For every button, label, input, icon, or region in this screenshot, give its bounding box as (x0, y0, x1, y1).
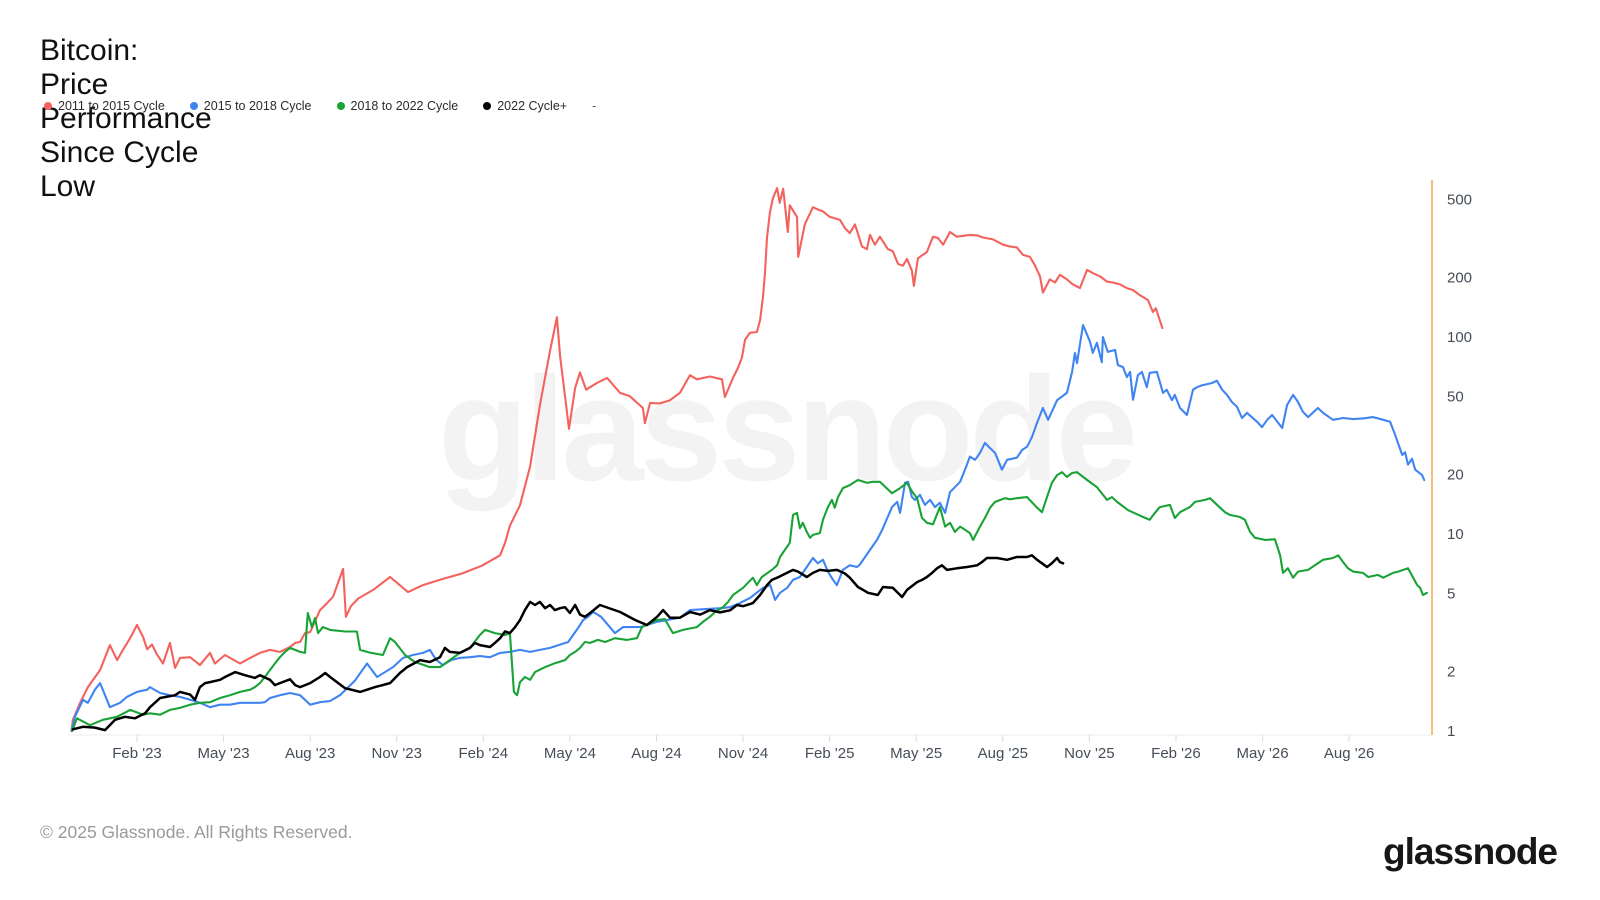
x-axis-label: Nov '23 (372, 745, 422, 762)
legend-item-5[interactable]: - (592, 99, 596, 113)
series-line-2018-to-2022-cycle[interactable] (71, 471, 1429, 733)
x-axis-label: Feb '25 (805, 745, 855, 762)
chart-title: Bitcoin: Price Performance Since Cycle L… (40, 34, 212, 203)
copyright-text: © 2025 Glassnode. All Rights Reserved. (40, 822, 353, 842)
watermark: glassnode (438, 347, 1138, 512)
series-line-2011-to-2015-cycle[interactable] (70, 187, 1164, 733)
price-performance-chart[interactable]: Feb '23 May '23 Aug '23 Nov '23 Feb '24 May '… (0, 0, 1600, 790)
legend-marker-dot (44, 102, 52, 110)
x-axis-label: Aug '24 (631, 745, 681, 762)
y-axis-label: 20 (1447, 467, 1464, 484)
x-axis-label: May '25 (890, 745, 942, 762)
y-axis-label: 5 (1447, 585, 1455, 602)
x-axis-label: May '26 (1237, 745, 1289, 762)
legend-item-label: 2018 to 2022 Cycle (350, 99, 459, 113)
legend-item-label: 2015 to 2018 Cycle (203, 99, 312, 113)
series-line-2022-cycle[interactable] (71, 554, 1065, 732)
x-axis-label: Feb '23 (112, 745, 162, 762)
legend-item-label: 2022 Cycle+ (497, 99, 568, 113)
x-axis-label: Aug '23 (285, 745, 335, 762)
legend-item-4[interactable]: 2022 Cycle+ (483, 99, 567, 113)
y-axis-label: 500 (1447, 191, 1472, 208)
x-axis-label: Aug '26 (1324, 745, 1374, 762)
legend-marker-dot (336, 102, 345, 110)
x-axis-label: May '23 (198, 745, 250, 762)
x-axis-label: Aug '25 (978, 745, 1028, 762)
y-axis-label: 10 (1447, 526, 1464, 543)
x-axis-label: Nov '25 (1064, 745, 1114, 762)
y-axis-label: 1 (1447, 723, 1455, 740)
x-axis-label: Feb '24 (459, 745, 509, 762)
series-line-2015-to-2018-cycle[interactable] (70, 323, 1426, 733)
legend-item-label: 2011 to 2015 Cycle (58, 99, 165, 113)
x-axis-label: Feb '26 (1151, 745, 1201, 762)
y-axis-label: 2 (1447, 664, 1455, 681)
x-axis-label: May '24 (544, 745, 596, 762)
legend-marker-dot (189, 102, 198, 110)
glassnode-logo: glassnode (1383, 831, 1558, 872)
legend-item-label: - (592, 99, 597, 113)
y-axis-label: 200 (1447, 270, 1472, 287)
x-axis-label: Nov '24 (718, 745, 768, 762)
y-axis-label: 50 (1447, 388, 1464, 405)
legend-item-1[interactable]: 2011 to 2015 Cycle (44, 99, 165, 113)
y-axis-label: 100 (1447, 329, 1472, 346)
legend-marker-dot (483, 102, 492, 110)
legend-item-3[interactable]: 2018 to 2022 Cycle (336, 99, 459, 113)
legend: 2011 to 2015 Cycle 2015 to 2018 Cycle 2018… (44, 99, 596, 113)
legend-item-2[interactable]: 2015 to 2018 Cycle (189, 99, 312, 113)
